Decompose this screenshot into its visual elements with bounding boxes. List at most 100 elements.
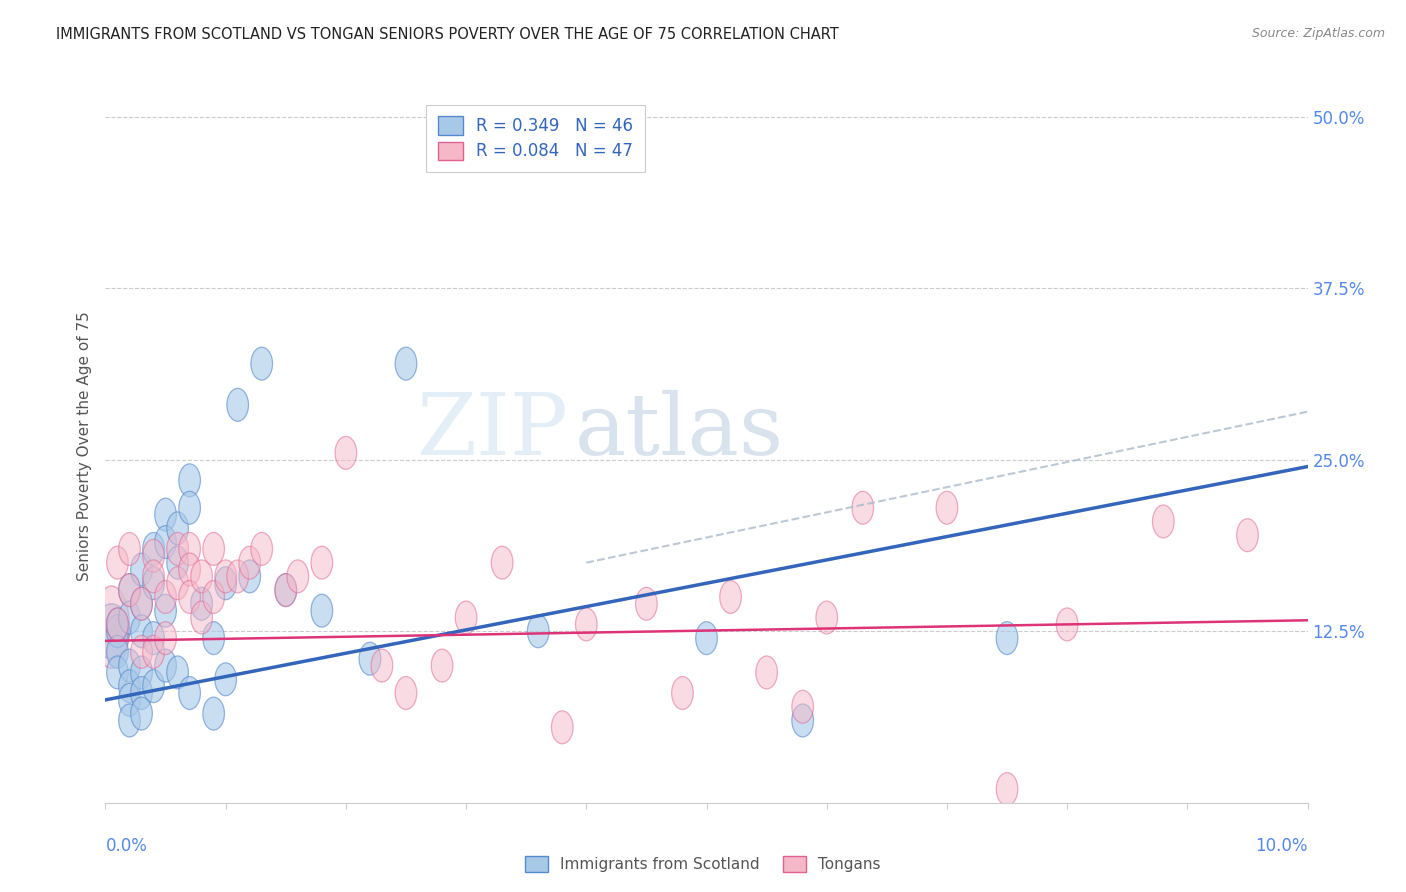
- Ellipse shape: [179, 491, 201, 524]
- Ellipse shape: [179, 464, 201, 497]
- Ellipse shape: [936, 491, 957, 524]
- Text: 0.0%: 0.0%: [105, 837, 148, 855]
- Ellipse shape: [167, 656, 188, 689]
- Ellipse shape: [432, 649, 453, 682]
- Text: ZIP: ZIP: [416, 390, 568, 474]
- Ellipse shape: [191, 601, 212, 634]
- Ellipse shape: [527, 615, 548, 648]
- Ellipse shape: [155, 594, 176, 627]
- Text: Source: ZipAtlas.com: Source: ZipAtlas.com: [1251, 27, 1385, 40]
- Ellipse shape: [250, 347, 273, 380]
- Ellipse shape: [226, 560, 249, 593]
- Text: 10.0%: 10.0%: [1256, 837, 1308, 855]
- Ellipse shape: [93, 604, 129, 658]
- Ellipse shape: [131, 698, 152, 730]
- Ellipse shape: [118, 649, 141, 682]
- Ellipse shape: [191, 587, 212, 620]
- Ellipse shape: [456, 601, 477, 634]
- Ellipse shape: [107, 656, 128, 689]
- Ellipse shape: [118, 574, 141, 607]
- Ellipse shape: [155, 498, 176, 531]
- Ellipse shape: [118, 574, 141, 607]
- Ellipse shape: [167, 512, 188, 545]
- Ellipse shape: [1056, 608, 1078, 640]
- Ellipse shape: [276, 574, 297, 607]
- Ellipse shape: [815, 601, 838, 634]
- Ellipse shape: [179, 676, 201, 709]
- Ellipse shape: [179, 533, 201, 566]
- Ellipse shape: [1237, 519, 1258, 551]
- Text: IMMIGRANTS FROM SCOTLAND VS TONGAN SENIORS POVERTY OVER THE AGE OF 75 CORRELATIO: IMMIGRANTS FROM SCOTLAND VS TONGAN SENIO…: [56, 27, 839, 42]
- Ellipse shape: [143, 566, 165, 599]
- Ellipse shape: [359, 642, 381, 675]
- Ellipse shape: [311, 546, 333, 579]
- Ellipse shape: [143, 635, 165, 668]
- Ellipse shape: [118, 670, 141, 703]
- Ellipse shape: [107, 608, 128, 640]
- Ellipse shape: [118, 533, 141, 566]
- Ellipse shape: [131, 656, 152, 689]
- Ellipse shape: [155, 581, 176, 614]
- Ellipse shape: [226, 388, 249, 421]
- Ellipse shape: [155, 649, 176, 682]
- Ellipse shape: [997, 622, 1018, 655]
- Ellipse shape: [143, 540, 165, 573]
- Ellipse shape: [107, 635, 128, 668]
- Legend: Immigrants from Scotland, Tongans: Immigrants from Scotland, Tongans: [517, 848, 889, 880]
- Ellipse shape: [395, 347, 416, 380]
- Ellipse shape: [107, 608, 128, 640]
- Ellipse shape: [131, 587, 152, 620]
- Ellipse shape: [636, 587, 657, 620]
- Ellipse shape: [696, 622, 717, 655]
- Ellipse shape: [107, 615, 128, 648]
- Ellipse shape: [491, 546, 513, 579]
- Ellipse shape: [107, 546, 128, 579]
- Ellipse shape: [335, 436, 357, 469]
- Ellipse shape: [239, 560, 260, 593]
- Ellipse shape: [93, 586, 129, 668]
- Ellipse shape: [997, 772, 1018, 805]
- Ellipse shape: [276, 574, 297, 607]
- Ellipse shape: [118, 704, 141, 737]
- Legend: R = 0.349   N = 46, R = 0.084   N = 47: R = 0.349 N = 46, R = 0.084 N = 47: [426, 104, 645, 172]
- Ellipse shape: [215, 566, 236, 599]
- Ellipse shape: [179, 553, 201, 586]
- Text: atlas: atlas: [574, 390, 783, 474]
- Ellipse shape: [575, 608, 598, 640]
- Y-axis label: Seniors Poverty Over the Age of 75: Seniors Poverty Over the Age of 75: [76, 311, 91, 581]
- Ellipse shape: [143, 533, 165, 566]
- Ellipse shape: [202, 581, 225, 614]
- Ellipse shape: [215, 663, 236, 696]
- Ellipse shape: [311, 594, 333, 627]
- Ellipse shape: [551, 711, 574, 744]
- Ellipse shape: [131, 635, 152, 668]
- Ellipse shape: [167, 546, 188, 579]
- Ellipse shape: [202, 698, 225, 730]
- Ellipse shape: [720, 581, 741, 614]
- Ellipse shape: [155, 622, 176, 655]
- Ellipse shape: [167, 566, 188, 599]
- Ellipse shape: [143, 622, 165, 655]
- Ellipse shape: [118, 601, 141, 634]
- Ellipse shape: [756, 656, 778, 689]
- Ellipse shape: [852, 491, 873, 524]
- Ellipse shape: [792, 704, 814, 737]
- Ellipse shape: [179, 581, 201, 614]
- Ellipse shape: [395, 676, 416, 709]
- Ellipse shape: [672, 676, 693, 709]
- Ellipse shape: [191, 560, 212, 593]
- Ellipse shape: [202, 622, 225, 655]
- Ellipse shape: [131, 587, 152, 620]
- Ellipse shape: [155, 525, 176, 558]
- Ellipse shape: [143, 670, 165, 703]
- Ellipse shape: [287, 560, 308, 593]
- Ellipse shape: [118, 683, 141, 716]
- Ellipse shape: [371, 649, 392, 682]
- Ellipse shape: [202, 533, 225, 566]
- Ellipse shape: [131, 553, 152, 586]
- Ellipse shape: [143, 560, 165, 593]
- Ellipse shape: [215, 560, 236, 593]
- Ellipse shape: [792, 690, 814, 723]
- Ellipse shape: [239, 546, 260, 579]
- Ellipse shape: [1153, 505, 1174, 538]
